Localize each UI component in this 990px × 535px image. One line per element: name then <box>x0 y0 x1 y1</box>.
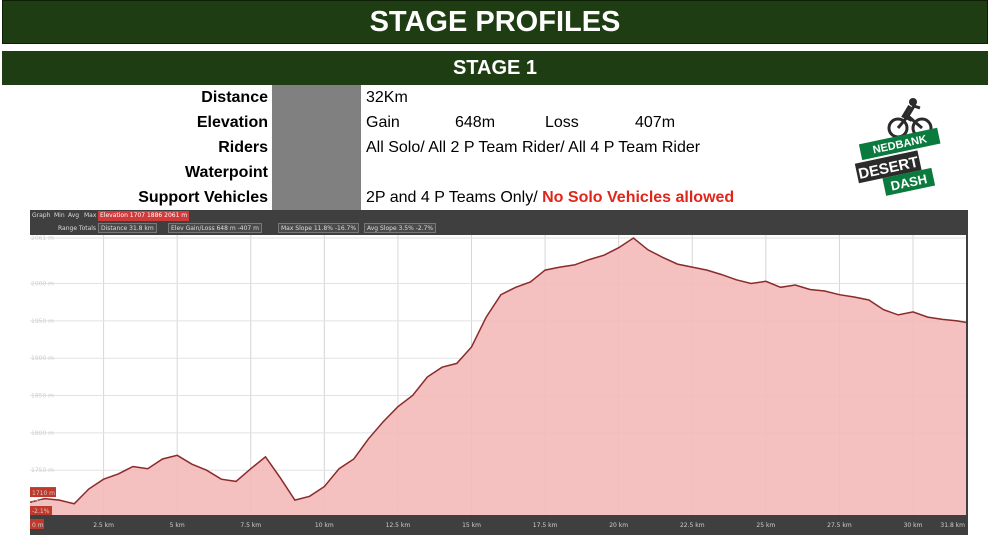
loss-value: 407m <box>635 114 676 131</box>
start-slope-marker <box>30 506 52 515</box>
y-tick-label: 2000 m <box>31 281 54 288</box>
x-tick-label: 17.5 km <box>533 522 558 529</box>
y-tick-label: 1950 m <box>31 318 54 325</box>
support-warning: No Solo Vehicles allowed <box>542 189 735 206</box>
elevation-row: Elevation Gain 648m Loss 407m <box>0 110 990 135</box>
min-label: Min <box>54 212 65 219</box>
support-label: Support Vehicles <box>138 189 268 206</box>
distance-label: Distance <box>201 89 268 106</box>
stage-info: Distance 32Km Elevation Gain 648m Loss 4… <box>0 85 990 210</box>
riders-value: All Solo/ All 2 P Team Rider/ All 4 P Te… <box>366 139 701 156</box>
x-tick-label: 22.5 km <box>680 522 705 529</box>
logo-line2: DASH <box>889 171 928 193</box>
distance-row: Distance 32Km <box>0 85 990 110</box>
x-tick-label: 15 km <box>462 522 481 529</box>
riders-row: Riders All Solo/ All 2 P Team Rider/ All… <box>0 135 990 160</box>
x-tick-label: 5 km <box>170 522 185 529</box>
max-slope-stat: Max Slope 11.8% -16.7% <box>278 223 360 233</box>
support-teams: 2P and 4 P Teams Only/ <box>366 189 538 206</box>
graph-label: Graph <box>32 212 51 219</box>
start-elev-marker <box>30 487 56 498</box>
grey-cell <box>272 85 361 110</box>
end-dist-label: 31.8 km <box>940 522 965 529</box>
gain-loss-stat: Elev Gain/Loss 648 m -407 m <box>168 223 262 233</box>
support-row: Support Vehicles 2P and 4 P Teams Only/ … <box>0 185 990 210</box>
grey-cell <box>272 135 361 160</box>
avg-label: Avg <box>68 212 80 219</box>
elevation-graph: Graph Min Avg Max Elevation 1707 1886 20… <box>30 210 968 535</box>
elevation-line <box>30 237 967 505</box>
elevation-stat: Elevation 1707 1886 2061 m <box>98 211 190 221</box>
distance-value: 32Km <box>366 89 408 106</box>
max-label: Max <box>84 212 97 219</box>
page-title: STAGE PROFILES <box>2 0 988 44</box>
elevation-label: Elevation <box>196 114 268 131</box>
y-tick-label: 1850 m <box>31 393 54 400</box>
grey-cell <box>272 185 361 210</box>
waterpoint-row: Waterpoint <box>0 160 990 185</box>
waterpoint-label: Waterpoint <box>185 164 268 181</box>
y-tick-label: 1900 m <box>31 355 54 362</box>
x-tick-label: 12.5 km <box>386 522 411 529</box>
y-tick-label: 2061 m <box>31 235 54 242</box>
avg-slope-stat: Avg Slope 3.5% -2.7% <box>364 223 437 233</box>
gain-label: Gain <box>366 114 400 131</box>
graph-stats-bar: Graph Min Avg Max Elevation 1707 1886 20… <box>30 210 968 238</box>
riders-label: Riders <box>218 139 268 156</box>
support-value: 2P and 4 P Teams Only/ No Solo Vehicles … <box>366 185 734 210</box>
elevation-chart: 1707 m 1750 m 1800 m 1850 m 1900 m 1950 m 2000… <box>30 235 967 529</box>
x-tick-label: 2.5 km <box>93 522 114 529</box>
range-totals-label: Range Totals <box>58 225 97 232</box>
grey-cell <box>272 160 361 185</box>
loss-label: Loss <box>545 114 579 131</box>
x-tick-label: 27.5 km <box>827 522 852 529</box>
y-tick-label: 1750 m <box>31 467 54 474</box>
grey-cell <box>272 110 361 135</box>
y-tick-label: 1800 m <box>31 430 54 437</box>
x-tick-label: 10 km <box>315 522 334 529</box>
elevation-area <box>30 238 966 515</box>
start-dist-marker <box>30 519 44 529</box>
start-dist-label: 0 m <box>32 522 44 529</box>
start-slope-label: -2.1% <box>32 508 50 515</box>
distance-stat: Distance 31.8 km <box>98 223 157 233</box>
x-tick-label: 30 km <box>904 522 923 529</box>
x-tick-label: 25 km <box>756 522 775 529</box>
stage-title: STAGE 1 <box>2 51 988 85</box>
desert-dash-logo: NEDBANK DESERT DASH <box>854 98 941 196</box>
x-tick-label: 20 km <box>609 522 628 529</box>
y-tick-label: 1707 m <box>31 499 54 506</box>
x-tick-label: 7.5 km <box>240 522 261 529</box>
gain-value: 648m <box>455 114 496 131</box>
start-elev-label: 1710 m <box>32 490 55 497</box>
